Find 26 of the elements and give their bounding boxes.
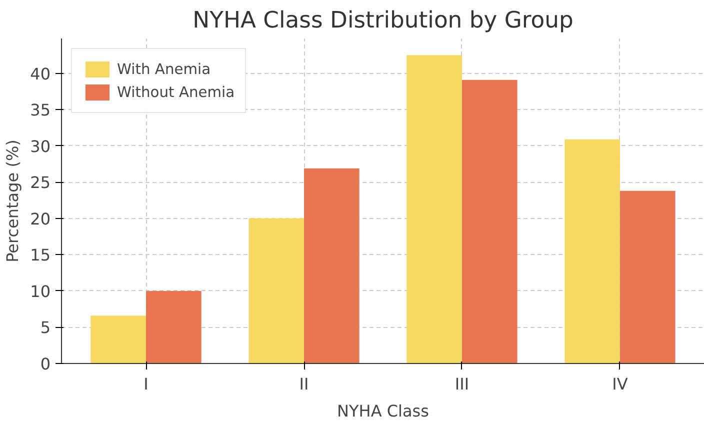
x-tick-label: IV: [612, 374, 628, 394]
bar: [564, 139, 620, 364]
x-tick-label: I: [144, 374, 148, 394]
chart-title: NYHA Class Distribution by Group: [192, 8, 574, 34]
y-tick-label: 20: [30, 209, 50, 228]
x-axis-title: NYHA Class: [337, 402, 429, 420]
y-tick-label: 25: [30, 173, 50, 192]
y-tick-label: 5: [40, 318, 51, 338]
y-tick-label: 15: [30, 246, 50, 265]
legend-label: Without Anemia: [117, 84, 235, 100]
y-tick-label: 35: [30, 100, 50, 120]
x-tick-label: III: [454, 374, 470, 394]
bar: [304, 168, 360, 364]
legend-label: With Anemia: [117, 60, 211, 78]
y-tick-label: 10: [30, 282, 50, 301]
y-tick-label: 40: [30, 64, 50, 84]
bar: [90, 316, 146, 364]
bar: [406, 55, 462, 364]
y-tick-label: 30: [30, 136, 50, 156]
bar: [620, 190, 676, 364]
bar: [462, 80, 518, 364]
y-tick-label: 0: [40, 354, 51, 374]
x-tick-label: II: [299, 374, 309, 394]
bar: [248, 218, 304, 364]
bar: [146, 290, 202, 364]
y-axis-title: Percentage (%): [3, 140, 22, 262]
